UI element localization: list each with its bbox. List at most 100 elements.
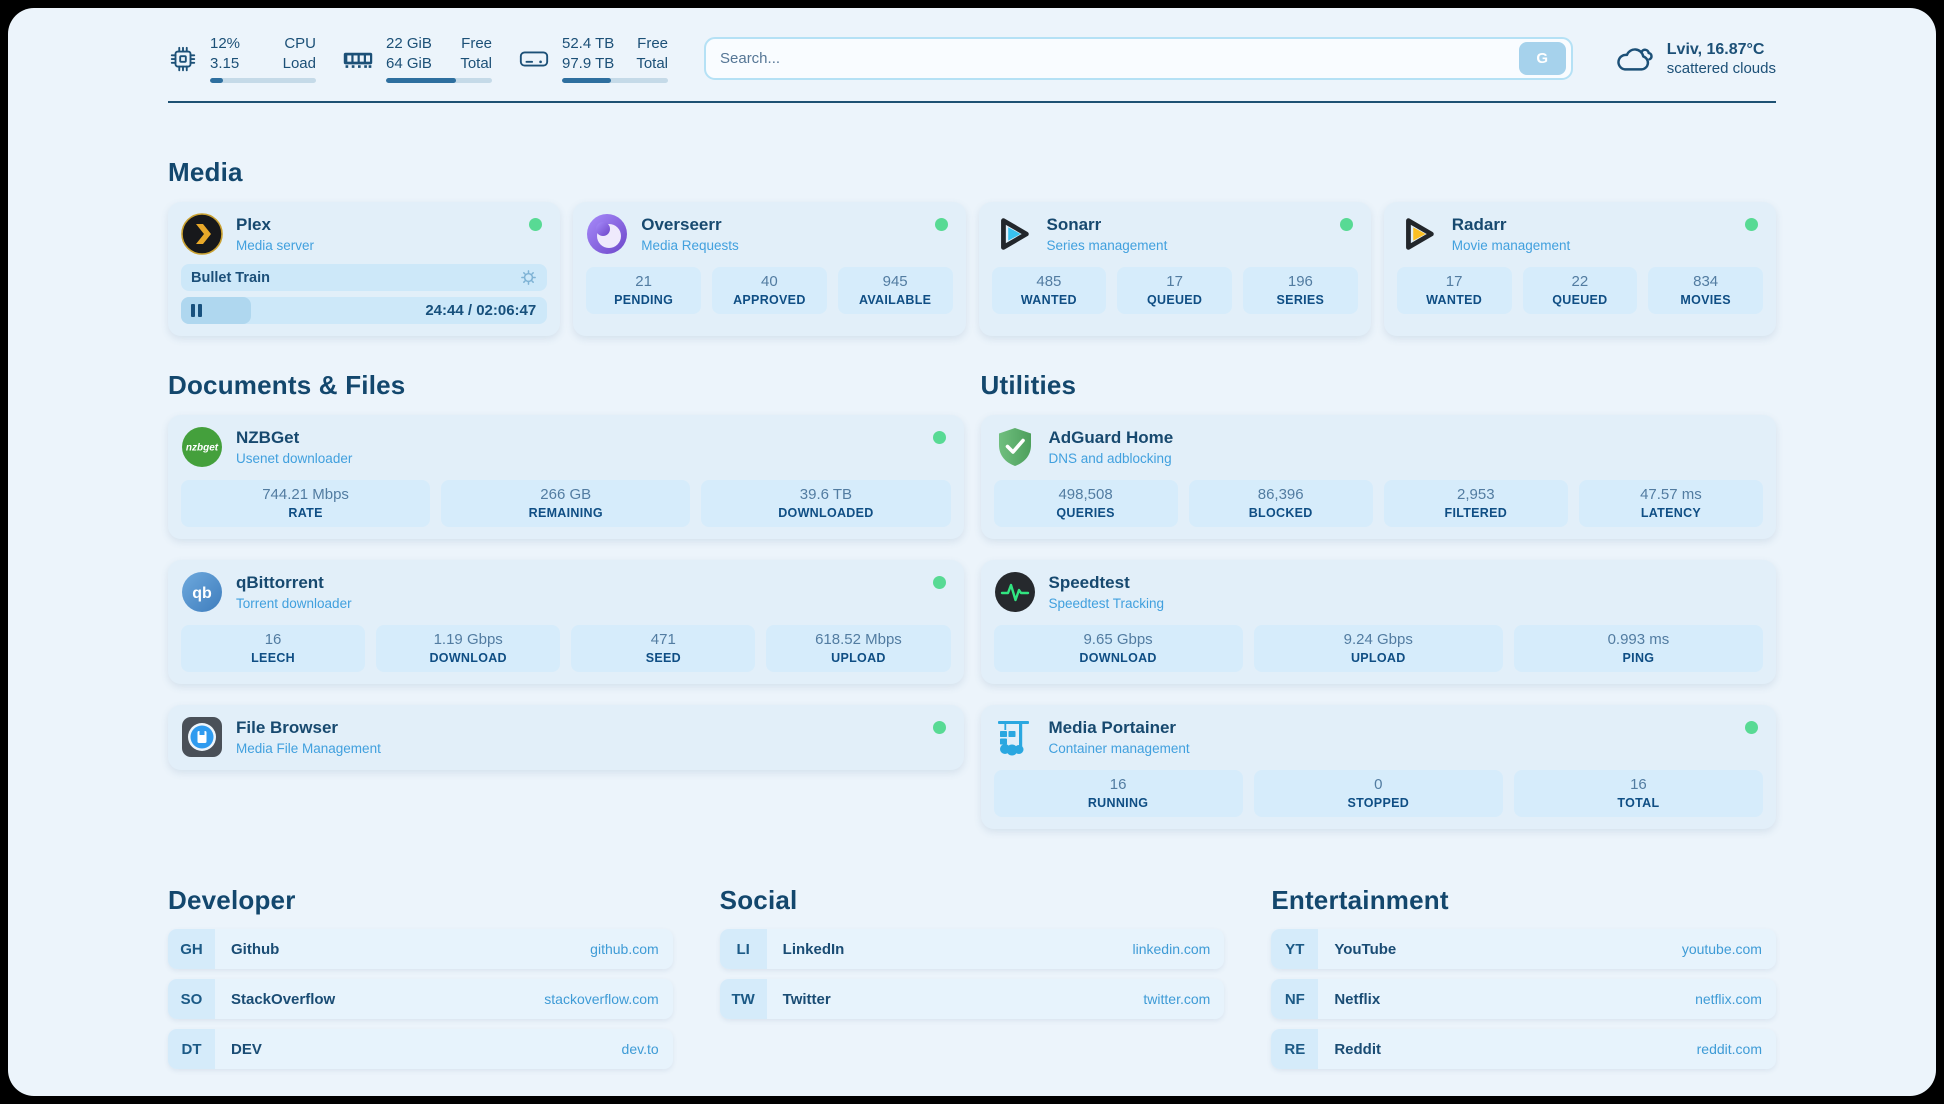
sonarr-subtitle: Series management [1046,238,1168,253]
topbar-divider [168,101,1776,103]
playback-time: 24:44 / 02:06:47 [425,302,537,319]
stat-tile-downloaded: 39.6 TB DOWNLOADED [701,480,951,527]
radarr-card[interactable]: Radarr Movie management 17 WANTED 22 QUE… [1383,202,1776,336]
bookmark-url: dev.to [621,1041,659,1057]
bookmarks-area: Developer GH Github github.com SO StackO… [168,885,1776,1069]
nzbget-status-dot [932,431,946,444]
overseerr-card[interactable]: Overseerr Media Requests 21 PENDING 40 A… [573,202,966,336]
section-media: Media Plex Media server [168,157,1776,336]
qbittorrent-logo-icon: qb [181,571,223,613]
speedtest-title: Speedtest [1048,573,1130,592]
search-input[interactable] [720,50,1519,67]
bookmark-url: reddit.com [1696,1041,1762,1057]
disk-free-value: 52.4 TB [562,35,615,52]
memory-free-label: Free [461,35,492,52]
stat-label: RUNNING [1087,796,1149,810]
stat-value: 47.57 ms [1640,486,1702,503]
qbittorrent-titles: qBittorrent Torrent downloader [236,573,920,611]
adguard-titles: AdGuard Home DNS and adblocking [1049,428,1764,466]
filebrowser-logo-icon [181,716,223,758]
bookmark-twitter[interactable]: TW Twitter twitter.com [719,979,1225,1019]
qbittorrent-card[interactable]: qb qBittorrent Torrent downloader 16 LEE… [168,560,964,684]
plex-titles: Plex Media server [236,215,516,253]
stat-tile-leech: 16 LEECH [181,625,366,672]
resource-widgets: 12% 3.15 CPU Load [168,34,668,83]
stat-value: 618.52 Mbps [815,631,902,648]
bookmark-linkedin[interactable]: LI LinkedIn linkedin.com [719,929,1225,969]
radarr-status-dot [1745,218,1758,231]
now-playing-bar: Bullet Train [181,264,548,291]
stat-label: QUEUED [1552,293,1608,307]
weather-location-temp: Lviv, 16.87°C [1666,40,1765,58]
bookmark-abbr: YT [1271,929,1319,969]
stat-label: STOPPED [1347,796,1410,810]
nzbget-stats: 744.21 Mbps RATE 266 GB REMAINING 39.6 T… [181,480,951,527]
stat-tile-filtered: 2,953 FILTERED [1383,480,1568,527]
bookmark-name: Github [231,940,280,958]
search-provider-button[interactable]: G [1518,42,1566,75]
plex-card[interactable]: Plex Media server Bullet Train [168,202,561,336]
bookmark-name: Twitter [782,990,831,1008]
disk-progressbar [562,78,668,83]
cpu-usage-value: 12% [210,35,241,52]
bookmark-github[interactable]: GH Github github.com [168,929,673,969]
adguard-shield-icon [994,426,1036,468]
stat-label: SEED [645,651,681,665]
filebrowser-status-dot [932,721,946,734]
bookmark-abbr: LI [719,929,767,969]
bookmark-abbr: RE [1271,1029,1319,1069]
sonarr-titles: Sonarr Series management [1047,215,1327,253]
cpu-widget: 12% 3.15 CPU Load [168,34,316,83]
stat-tile-upload: 618.52 Mbps UPLOAD [766,625,951,672]
speedtest-card[interactable]: Speedtest Speedtest Tracking 9.65 Gbps D… [980,560,1776,684]
portainer-subtitle: Container management [1048,741,1190,756]
nzbget-card[interactable]: nzbget NZBGet Usenet downloader 744.21 M… [168,415,964,539]
cpu-usage-label: CPU [284,35,316,52]
stat-tile-queries: 498,508 QUERIES [993,480,1178,527]
pause-icon [191,304,202,317]
bookmark-reddit[interactable]: RE Reddit reddit.com [1271,1029,1776,1069]
stat-value: 40 [761,273,778,290]
media-cards-row: Plex Media server Bullet Train [168,202,1776,336]
bookmark-name: YouTube [1334,940,1397,958]
cpu-progressbar [210,78,316,83]
stat-label: BLOCKED [1248,506,1313,520]
memory-progress-fill [386,78,456,83]
stat-label: QUEUED [1146,293,1203,307]
nzbget-logo-icon: nzbget [181,426,223,468]
portainer-card[interactable]: Media Portainer Container management 16 … [980,705,1776,829]
gear-icon[interactable] [520,269,537,286]
portainer-crane-icon [994,716,1036,758]
adguard-card[interactable]: AdGuard Home DNS and adblocking 498,508 … [980,415,1776,539]
filebrowser-card[interactable]: File Browser Media File Management [168,705,964,770]
bookmark-netflix[interactable]: NF Netflix netflix.com [1271,979,1776,1019]
playback-progress-fill [181,297,251,324]
stat-tile-latency: 47.57 ms LATENCY [1578,480,1763,527]
stat-label: LATENCY [1640,506,1702,520]
documents-heading: Documents & Files [168,370,406,400]
speedtest-card-header: Speedtest Speedtest Tracking [994,571,1764,613]
bookmark-youtube[interactable]: YT YouTube youtube.com [1271,929,1776,969]
stat-value: 0 [1374,776,1383,793]
stat-value: 16 [264,631,282,648]
stat-tile-upload: 9.24 Gbps UPLOAD [1253,625,1503,672]
adguard-card-header: AdGuard Home DNS and adblocking [994,426,1764,468]
overseerr-subtitle: Media Requests [641,238,739,253]
bookmark-url: github.com [590,941,659,957]
stat-value: 1.19 Gbps [433,631,503,648]
cloud-icon [1613,43,1655,75]
radarr-title: Radarr [1451,215,1507,234]
stat-label: MOVIES [1680,293,1731,307]
playback-progressbar: 24:44 / 02:06:47 [181,297,548,324]
disk-total-value: 97.9 TB [562,54,615,72]
sonarr-card[interactable]: Sonarr Series management 485 WANTED 17 Q… [978,202,1371,336]
adguard-subtitle: DNS and adblocking [1048,451,1172,466]
dashboard-page: 12% 3.15 CPU Load [8,8,1936,1096]
stat-label: PENDING [614,293,674,307]
bookmark-dev[interactable]: DT DEV dev.to [168,1029,673,1069]
weather-widget: Lviv, 16.87°C scattered clouds [1613,41,1776,77]
bookmark-stackoverflow[interactable]: SO StackOverflow stackoverflow.com [168,979,673,1019]
memory-total-label: Total [460,54,492,72]
stat-tile-download: 1.19 Gbps DOWNLOAD [376,625,561,672]
stat-tile-available: 945 AVAILABLE [837,267,953,314]
